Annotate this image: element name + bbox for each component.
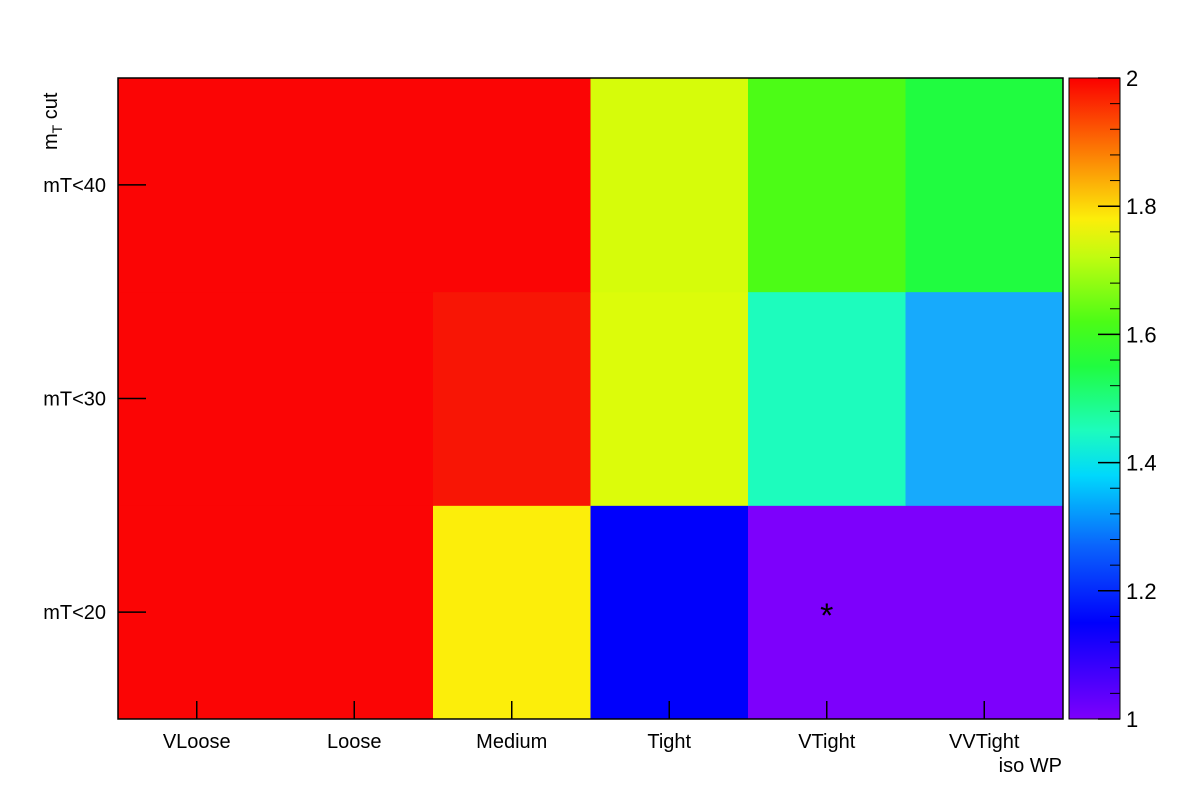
heatmap-cell: [905, 291, 1064, 506]
colorbar-tick-label: 1.8: [1126, 194, 1157, 219]
x-axis-ticks: VLoose Loose Medium Tight VTight VVTight: [163, 701, 1020, 753]
y-tick-label: mT<40: [43, 175, 106, 197]
colorbar: [1069, 78, 1120, 719]
heatmap-cell: [905, 78, 1064, 293]
colorbar-tick-label: 2: [1126, 66, 1138, 91]
heatmap-cell: [433, 291, 591, 506]
heatmap-cell: [748, 505, 906, 720]
colorbar-frame: [1068, 77, 1121, 720]
y-tick-label: mT<20: [43, 602, 106, 624]
heatmap-cell: [590, 505, 749, 720]
y-axis-title: mT cut: [40, 92, 65, 150]
heatmap-cell: [905, 505, 1064, 720]
heatmap-cells: [118, 78, 1064, 720]
heatmap-cell: [433, 505, 591, 720]
heatmap-cell: [748, 78, 906, 293]
x-tick-label: VVTight: [949, 731, 1020, 753]
colorbar-tick-label: 1.4: [1126, 451, 1157, 476]
heatmap-cell: [748, 291, 906, 506]
heatmap-cell: [433, 78, 591, 293]
heatmap-cell: [275, 78, 434, 293]
x-tick-label: Loose: [327, 731, 382, 753]
x-tick-label: Medium: [476, 731, 547, 753]
colorbar-tick-label: 1.6: [1126, 322, 1157, 347]
heatmap-cell: [590, 78, 749, 293]
y-axis-title-main: m: [40, 133, 62, 150]
y-tick-label: mT<30: [43, 389, 106, 411]
x-tick-label: Tight: [647, 731, 691, 753]
heatmap-cell: [275, 505, 434, 720]
y-axis-title-rest: cut: [40, 92, 62, 125]
heatmap-cell: [275, 291, 434, 506]
colorbar-ticks: 1 1.2 1.4 1.6 1.8 2: [1098, 66, 1157, 732]
y-axis-title-subscript: T: [49, 124, 65, 133]
colorbar-tick-label: 1.2: [1126, 579, 1157, 604]
x-tick-label: VLoose: [163, 731, 231, 753]
y-axis-ticks: mT<20 mT<30 mT<40: [43, 175, 146, 624]
x-axis-title: iso WP: [999, 755, 1062, 777]
marker-layer: *: [820, 597, 833, 635]
best-point-marker: *: [820, 597, 833, 635]
x-tick-label: VTight: [798, 731, 856, 753]
colorbar-tick-label: 1: [1126, 707, 1138, 732]
heatmap-cell: [590, 291, 749, 506]
